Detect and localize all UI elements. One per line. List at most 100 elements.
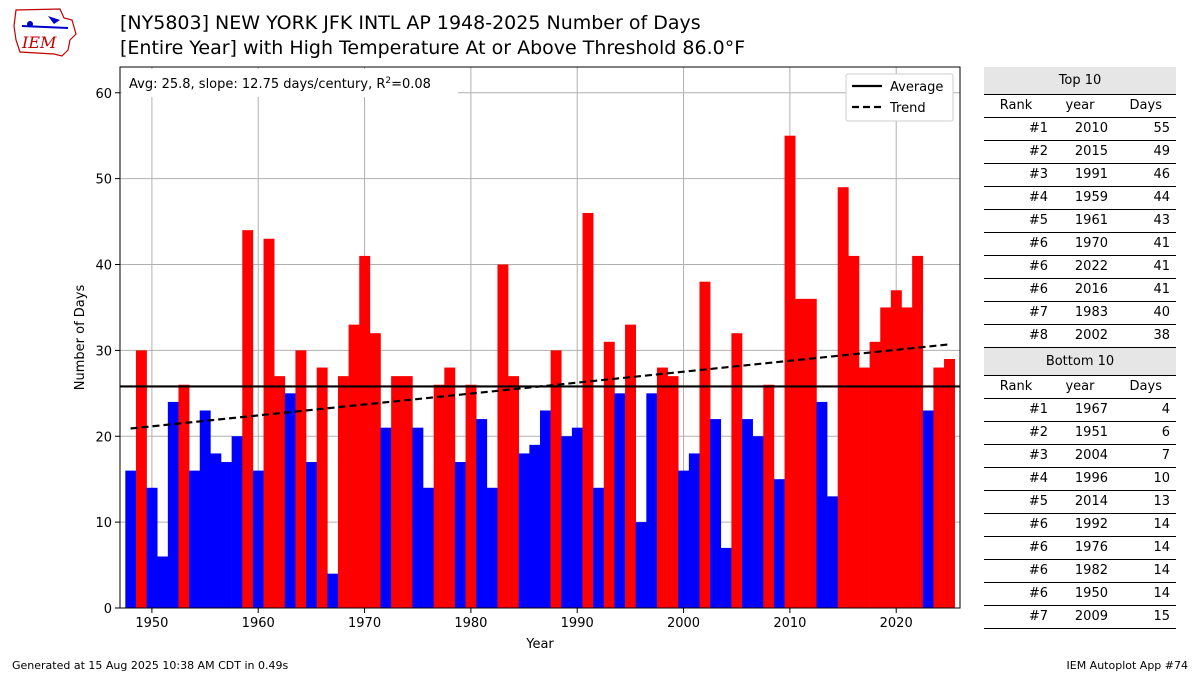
table-row: #2 2015 49: [984, 141, 1176, 164]
bar-1975: [412, 427, 424, 608]
days-cell: 41: [1153, 282, 1170, 297]
year-cell: 2016: [1074, 282, 1108, 297]
days-cell: 14: [1153, 586, 1170, 601]
bar-1960: [252, 470, 264, 608]
year-cell: 1982: [1074, 563, 1108, 578]
axes: 1950 1960 1970 1980 1990 2000 2010 2020 0 10 20 30 4…: [73, 66, 961, 652]
table-row: #6 1976 14: [984, 537, 1176, 560]
days-cell: 55: [1153, 121, 1170, 136]
table-row: #3 1991 46: [984, 164, 1176, 187]
stats-text: Avg: 25.8, slope: 12.75 days/century, R2…: [129, 76, 431, 92]
bars: [125, 135, 955, 608]
table-row: #6 1992 14: [984, 514, 1176, 537]
year-cell: 1976: [1074, 540, 1108, 555]
rank-cell: #6: [1028, 259, 1048, 274]
bar-2019: [880, 307, 892, 608]
bar-1997: [646, 393, 658, 608]
x-tick-label: 1990: [561, 616, 594, 631]
bar-2021: [901, 307, 913, 608]
bar-2014: [827, 496, 839, 608]
bar-1974: [401, 376, 413, 608]
table-row: #7 1983 40: [984, 302, 1176, 325]
top10-body: #1 2010 55 #2 2015 49 #3 1991 46 #4 1959 44 #5 1961 43…: [984, 118, 1176, 348]
bar-1953: [178, 384, 190, 608]
x-axis-label: Year: [525, 637, 554, 652]
table-row: #6 1970 41: [984, 233, 1176, 256]
y-tick-label: 40: [95, 259, 112, 274]
bar-1984: [508, 376, 520, 608]
rank-cell: #6: [1028, 586, 1048, 601]
rank-cell: #6: [1028, 236, 1048, 251]
year-cell: 2010: [1074, 121, 1108, 136]
x-tick-label: 1960: [242, 616, 275, 631]
year-cell: 1983: [1074, 305, 1108, 320]
bar-1998: [656, 367, 668, 608]
bar-2000: [678, 470, 690, 608]
rank-cell: #6: [1028, 563, 1048, 578]
bar-1986: [529, 444, 541, 608]
table-row: #1 2010 55: [984, 118, 1176, 141]
bar-1956: [210, 453, 222, 608]
bar-1996: [635, 522, 647, 608]
y-tick-label: 50: [95, 173, 112, 188]
bar-1961: [263, 238, 275, 608]
bar-1978: [444, 367, 456, 608]
days-cell: 38: [1153, 328, 1170, 343]
days-cell: 14: [1153, 563, 1170, 578]
bar-1972: [380, 427, 392, 608]
bar-2002: [699, 281, 711, 608]
days-cell: 14: [1153, 540, 1170, 555]
year-cell: 1950: [1074, 586, 1108, 601]
bar-2006: [742, 419, 753, 608]
bar-1991: [582, 212, 594, 608]
bar-2005: [731, 333, 743, 608]
rank-cell: #6: [1028, 282, 1048, 297]
rank-cell: #4: [1028, 190, 1048, 205]
bar-1982: [486, 487, 498, 608]
y-tick-label: 60: [95, 87, 112, 102]
bar-2017: [858, 367, 870, 608]
rank-tables: Top 10 Rank year Days #1 2010 55 #2 2015 49 #3…: [984, 67, 1176, 629]
header-days: Days: [1129, 379, 1162, 394]
legend-trend-label: Trend: [889, 101, 926, 116]
bar-1968: [337, 376, 349, 608]
bar-2011: [795, 298, 807, 608]
year-cell: 1996: [1074, 471, 1108, 486]
rank-cell: #5: [1028, 494, 1048, 509]
days-cell: 13: [1153, 494, 1170, 509]
table-row: #6 1950 14: [984, 583, 1176, 606]
bar-1966: [316, 367, 328, 608]
bar-1994: [614, 393, 626, 608]
chart-title-line1: [NY5803] NEW YORK JFK INTL AP 1948-2025 …: [120, 12, 701, 34]
y-axis-label: Number of Days: [73, 285, 88, 391]
bar-2016: [848, 255, 860, 608]
days-cell: 41: [1153, 236, 1170, 251]
table-row: #1 1967 4: [984, 399, 1176, 422]
header-days: Days: [1129, 98, 1162, 113]
bar-1990: [571, 427, 583, 608]
bar-1959: [242, 230, 254, 608]
header-rank: Rank: [999, 98, 1033, 113]
bar-1950: [146, 487, 158, 608]
y-tick-label: 20: [95, 430, 112, 445]
year-cell: 1970: [1074, 236, 1108, 251]
rank-cell: #3: [1028, 448, 1048, 463]
y-tick-label: 0: [104, 602, 112, 617]
bar-1989: [561, 436, 573, 608]
bar-2022: [912, 255, 924, 608]
trend-line: [130, 343, 950, 430]
table-row: #3 2004 7: [984, 445, 1176, 468]
year-cell: 2009: [1074, 609, 1108, 624]
bar-1977: [433, 384, 445, 608]
chart-text: Avg: 25.8, slope: 12.75 days/century, R2…: [122, 69, 954, 122]
bar-1993: [603, 341, 615, 608]
chart-title-line2: [Entire Year] with High Temperature At o…: [120, 37, 746, 59]
days-cell: 6: [1161, 425, 1170, 440]
bar-1965: [306, 462, 318, 608]
bar-1981: [476, 419, 488, 608]
y-tick-label: 30: [95, 344, 112, 359]
bar-1951: [157, 556, 169, 608]
bar-1995: [625, 324, 636, 608]
days-cell: 40: [1153, 305, 1170, 320]
rank-cell: #6: [1028, 540, 1048, 555]
